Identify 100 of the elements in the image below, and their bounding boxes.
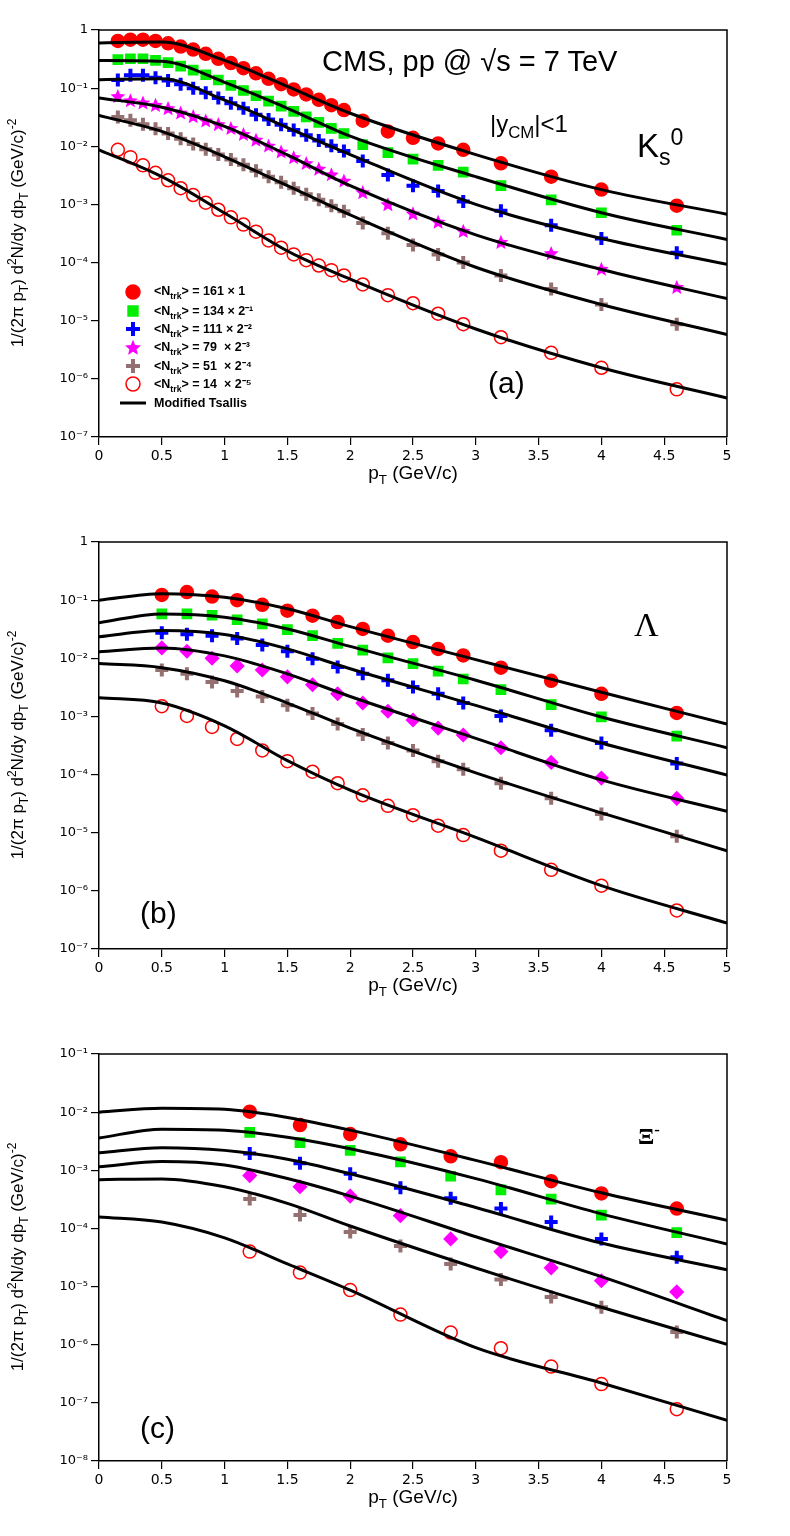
point	[443, 1231, 458, 1247]
y-tick-label: 10⁻⁷	[59, 1394, 88, 1410]
x-tick-label: 0.5	[150, 959, 173, 976]
point	[179, 708, 195, 724]
point	[291, 1206, 309, 1224]
point	[594, 878, 609, 893]
point	[493, 329, 509, 345]
x-tick-label: 5	[722, 447, 732, 464]
point	[229, 658, 245, 674]
point	[669, 1401, 685, 1417]
point	[280, 753, 295, 769]
x-tick-label: 1.5	[276, 959, 299, 976]
point	[305, 764, 320, 779]
point	[121, 66, 139, 84]
point	[248, 224, 264, 239]
point	[148, 165, 163, 181]
y-tick-label: 10⁻³	[59, 707, 88, 723]
point	[430, 818, 446, 833]
point	[236, 217, 251, 232]
x-tick-label: 2.5	[401, 959, 425, 976]
x-tick-label: 4	[596, 447, 606, 464]
point	[669, 903, 685, 918]
x-tick-label: 3.5	[527, 447, 550, 464]
x-tick-label: 3	[471, 959, 481, 976]
y-tick-label: 10⁻⁶	[59, 882, 88, 898]
x-tick-label: 1	[220, 959, 230, 976]
x-axis-title: p$_{T}$ (GeV/c)	[368, 1486, 458, 1511]
point	[135, 158, 151, 173]
annotation: (b)	[140, 896, 177, 929]
legend-label: <N$_{trk}$> = 161 × 1	[154, 284, 246, 301]
legend-label: <N$_{trk}$> = 51 × 2⁻⁴	[154, 357, 252, 376]
x-tick-label: 0	[94, 959, 104, 976]
legend-label: <N$_{trk}$> = 14 × 2⁻⁵	[154, 376, 252, 394]
x-tick-label: 4	[596, 1471, 606, 1488]
legend-label: <N$_{trk}$> = 111 × 2⁻²	[154, 321, 252, 339]
y-tick-label: 10⁻²	[59, 1103, 88, 1119]
point	[261, 233, 276, 248]
point	[493, 1244, 509, 1259]
y-tick-label: 10⁻⁴	[59, 1219, 88, 1235]
x-tick-label: 0	[94, 1471, 104, 1488]
x-tick-label: 2	[345, 959, 355, 976]
y-tick-label: 10⁻²	[59, 137, 88, 153]
point	[154, 698, 170, 714]
point	[380, 798, 396, 814]
y-tick-label: 10⁻³	[59, 1161, 88, 1177]
y-tick-label: 10⁻⁸	[59, 1452, 88, 1468]
point	[198, 195, 214, 210]
x-tick-label: 2	[345, 1471, 355, 1488]
x-tick-label: 4.5	[653, 1471, 676, 1488]
point	[430, 306, 446, 321]
point	[543, 1260, 559, 1276]
x-tick-label: 4.5	[653, 447, 676, 464]
point	[493, 1340, 509, 1356]
x-tick-label: 1.5	[276, 1471, 299, 1488]
x-tick-label: 3.5	[527, 959, 550, 976]
point	[123, 149, 138, 165]
y-tick-label: 1	[79, 21, 88, 37]
annotation: Λ	[634, 606, 659, 643]
point	[110, 142, 126, 158]
point	[594, 360, 609, 376]
point	[542, 1213, 560, 1231]
point	[355, 277, 371, 292]
point	[594, 1376, 609, 1392]
annotation: Ξ$^{-}$	[638, 1120, 660, 1149]
point	[160, 173, 176, 188]
y-tick-label: 10⁻⁷	[59, 940, 88, 956]
x-tick-label: 3.5	[527, 1471, 550, 1488]
point	[242, 1244, 257, 1259]
point	[173, 180, 188, 196]
x-tick-label: 1	[220, 447, 230, 464]
x-tick-label: 5	[722, 959, 732, 976]
point	[455, 827, 471, 843]
point	[242, 1168, 257, 1183]
point	[273, 240, 289, 255]
x-tick-label: 4	[596, 959, 606, 976]
y-tick-label: 10⁻⁴	[59, 253, 88, 269]
point	[109, 108, 127, 126]
y-tick-label: 1	[79, 533, 88, 549]
x-tick-label: 3	[471, 447, 481, 464]
y-tick-label: 10⁻⁵	[59, 1277, 88, 1293]
point	[185, 187, 201, 203]
point	[405, 295, 421, 311]
point	[543, 862, 559, 878]
legend-label: <N$_{trk}$> = 79 × 2⁻³	[154, 339, 250, 357]
point	[292, 1265, 308, 1280]
point	[134, 66, 152, 84]
annotation: |y$_{CM}$|<1	[490, 110, 568, 142]
point	[455, 316, 471, 332]
y-tick-label: 10⁻⁶	[59, 370, 88, 386]
y-tick-label: 10⁻⁷	[59, 428, 88, 444]
x-tick-label: 0.5	[150, 1471, 173, 1488]
x-axis-title: p$_{T}$ (GeV/c)	[368, 974, 458, 999]
y-tick-label: 10⁻¹	[59, 1045, 88, 1061]
x-tick-label: 1	[220, 1471, 230, 1488]
point	[669, 1284, 685, 1300]
x-tick-label: 3	[471, 1471, 481, 1488]
annotation: (c)	[140, 1411, 175, 1444]
y-tick-label: 10⁻⁴	[59, 765, 88, 781]
point	[330, 775, 345, 791]
x-tick-label: 2.5	[401, 447, 425, 464]
